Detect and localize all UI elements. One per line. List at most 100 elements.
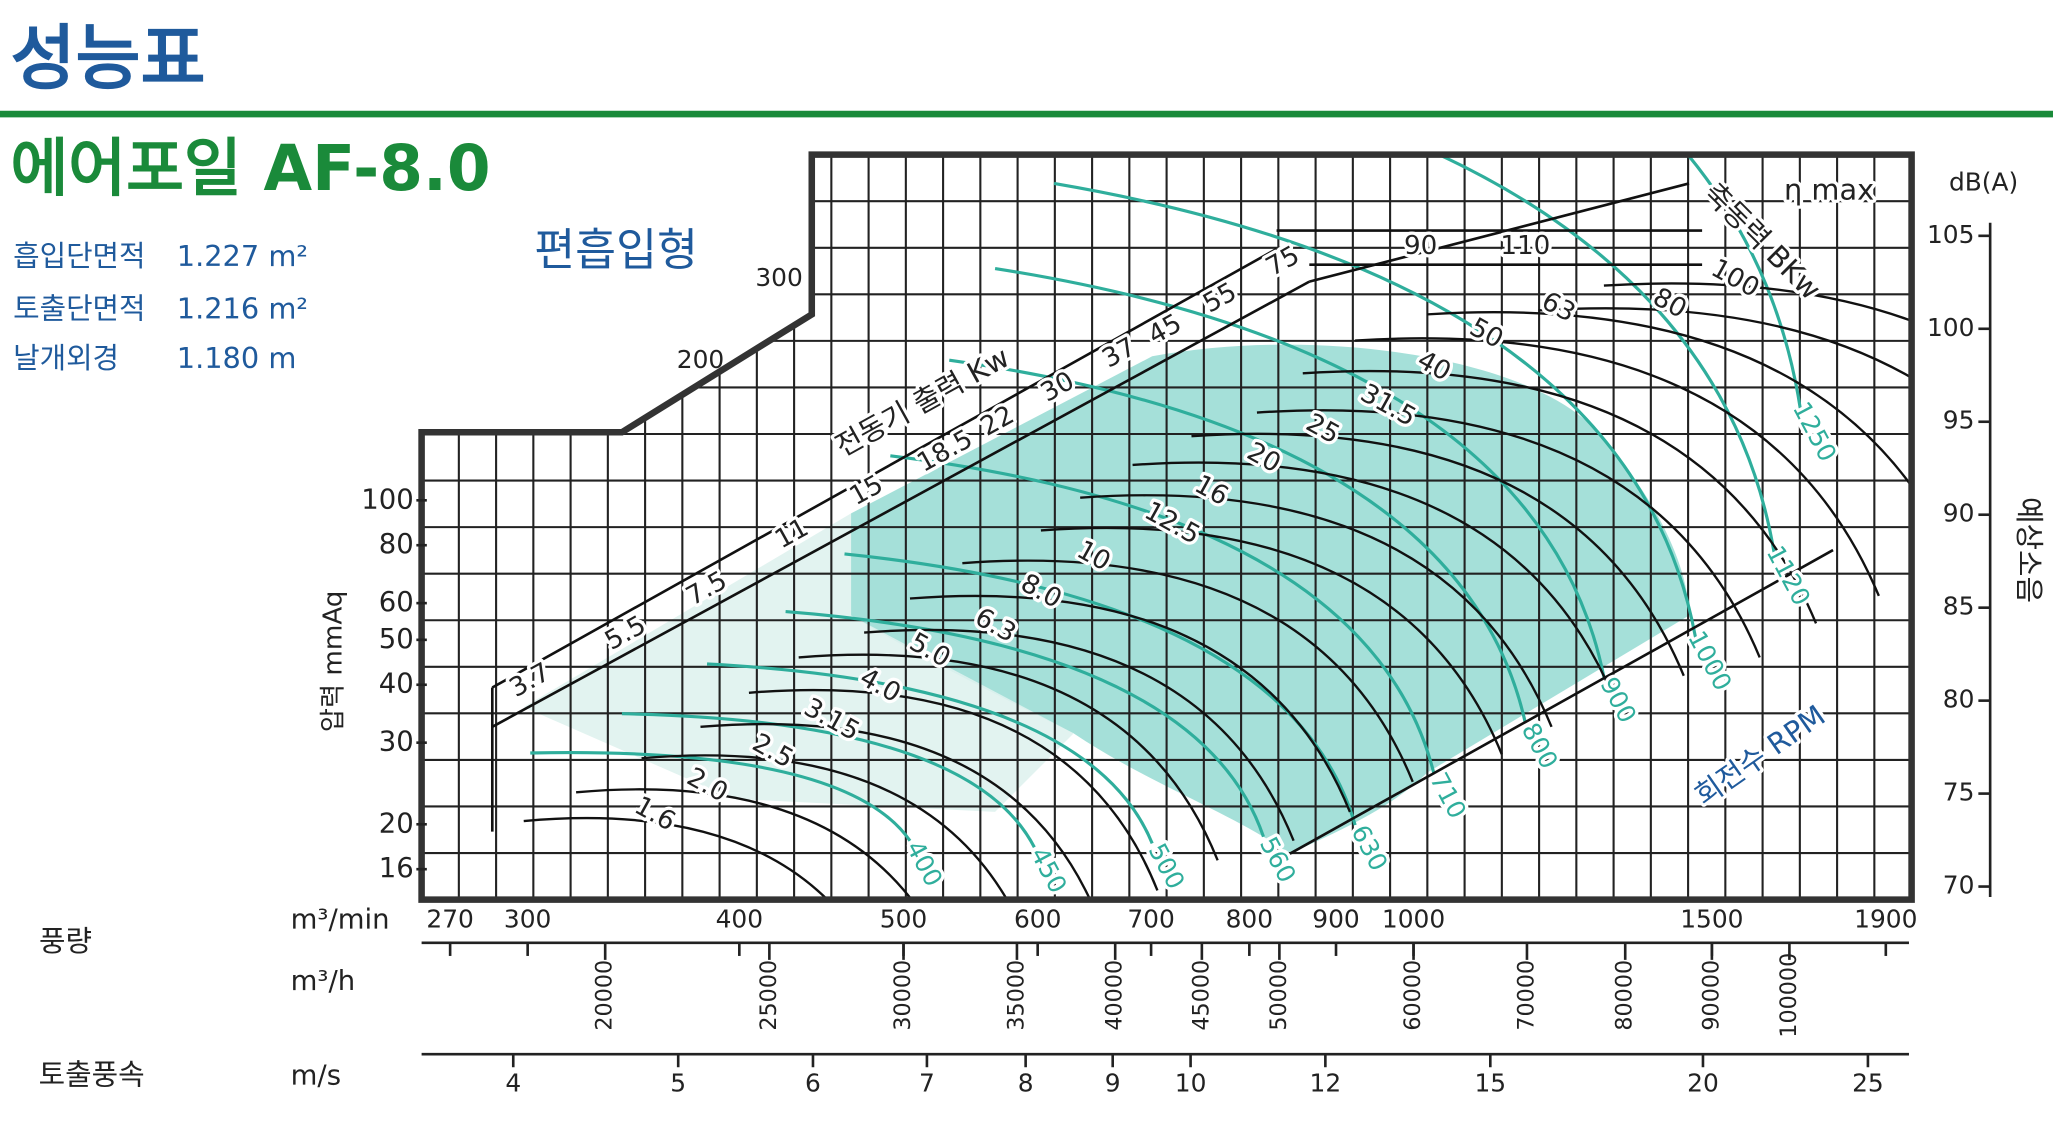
- y-tick-label: 16: [379, 852, 414, 884]
- bkw-curve: [1603, 282, 1912, 558]
- flow-hour-tick-label: 80000: [1612, 960, 1638, 1031]
- bkw-curve: [798, 653, 1219, 861]
- rpm-curve: [994, 267, 1606, 678]
- spec-label: 날개외경: [13, 341, 119, 375]
- bkw-curve: [962, 559, 1414, 783]
- flow-hour-tick-label: 70000: [1513, 960, 1539, 1031]
- velocity-axis-label: 토출풍속: [39, 1057, 145, 1091]
- noise-tick-label: 105: [1927, 220, 1974, 249]
- flow-tick-label: 700: [1127, 905, 1174, 934]
- flow-hour-unit: m³/h: [291, 965, 355, 997]
- flow-hour-tick-label: 45000: [1188, 960, 1214, 1031]
- plot-outline: [418, 151, 1915, 903]
- bkw-curve: [1302, 369, 1818, 624]
- rpm-curve: [890, 454, 1436, 774]
- noise-tick-label: 75: [1943, 778, 1975, 807]
- outline-tick-label: 200: [677, 345, 724, 374]
- bkw-curve: [575, 788, 955, 900]
- velocity-tick-label: 12: [1310, 1068, 1342, 1097]
- y-tick-label: 20: [379, 807, 414, 839]
- rpm-curve: [1099, 154, 1776, 553]
- eta-label: η max: [1784, 172, 1874, 206]
- bkw-line: [1308, 182, 1690, 283]
- bkw-curve: [1132, 461, 1616, 700]
- flow-tick-label: 900: [1312, 905, 1359, 934]
- bkw-curve: [641, 754, 1031, 900]
- rpm-label: 1120: [1761, 541, 1816, 610]
- rpm-title: 회전수 RPM: [1688, 698, 1831, 812]
- y-tick-label: 50: [379, 623, 414, 655]
- velocity-tick-label: 15: [1474, 1068, 1506, 1097]
- bkw-curve: [909, 594, 1351, 813]
- rpm-label: 500: [1143, 838, 1191, 894]
- velocity-tick-label: 7: [919, 1068, 935, 1097]
- rpm-curve: [530, 751, 912, 842]
- noise-tick-label: 95: [1943, 406, 1975, 435]
- bkw-curve: [864, 628, 1295, 842]
- noise-axis-label: 예상소음: [2012, 497, 2046, 603]
- noise-tick-label: 90: [1943, 499, 1975, 528]
- y-tick-label: 30: [379, 726, 414, 758]
- velocity-tick-label: 8: [1018, 1068, 1034, 1097]
- noise-tick-label: 80: [1943, 685, 1975, 714]
- flow-hour-tick-label: 25000: [756, 960, 782, 1031]
- rpm-curve: [706, 662, 1154, 844]
- velocity-tick-label: 10: [1175, 1068, 1207, 1097]
- bkw-curve: [1080, 494, 1553, 728]
- rpm-curve: [844, 552, 1357, 826]
- rpm-label: 1000: [1682, 626, 1737, 695]
- flow-tick-label: 600: [1014, 905, 1061, 934]
- velocity-unit: m/s: [291, 1059, 341, 1091]
- velocity-tick-label: 4: [505, 1068, 521, 1097]
- rpm-label: 400: [900, 836, 948, 892]
- rpm-curve: [1092, 154, 1802, 409]
- plot-area: [421, 154, 1912, 900]
- light-region: [523, 513, 1074, 812]
- noise-tick-label: 100: [1927, 313, 1974, 342]
- rpm-curve: [621, 712, 1036, 848]
- velocity-tick-label: 6: [805, 1068, 821, 1097]
- flow-axis-label: 풍량: [39, 924, 92, 958]
- flow-tick-label: 270: [426, 905, 473, 934]
- flow-tick-label: 500: [880, 905, 927, 934]
- y-tick-label: 40: [379, 668, 414, 700]
- rpm-curve: [949, 358, 1527, 724]
- noise-tick-label: 70: [1943, 871, 1975, 900]
- pressure-axis-label: 압력 mmAq: [318, 591, 348, 733]
- rpm-curve: [1053, 181, 1698, 639]
- flow-hour-tick-label: 60000: [1400, 960, 1426, 1031]
- flow-tick-label: 1500: [1680, 905, 1743, 934]
- spec-label: 흡입단면적: [13, 239, 145, 273]
- bkw-curve: [523, 817, 892, 900]
- flow-tick-label: 800: [1226, 905, 1273, 934]
- motor-strip: [491, 247, 1278, 689]
- spec-value: 1.180 m: [177, 341, 297, 375]
- velocity-tick-label: 5: [670, 1068, 686, 1097]
- bkw-curve: [1355, 337, 1880, 597]
- flow-hour-tick-label: 90000: [1698, 960, 1724, 1031]
- outline-tick-label: 300: [755, 263, 802, 292]
- bkw-curve: [1538, 307, 1912, 577]
- noise-unit: dB(A): [1949, 167, 2018, 196]
- flow-tick-label: 400: [716, 905, 763, 934]
- spec-label: 토출단면적: [13, 291, 145, 325]
- rpm-curve: [785, 610, 1265, 838]
- flow-hour-tick-label: 30000: [890, 960, 916, 1031]
- bkw-curve: [1427, 311, 1912, 576]
- flow-hour-tick-label: 50000: [1266, 960, 1292, 1031]
- flow-hour-tick-label: 100000: [1776, 953, 1802, 1038]
- product-type: 편흡입형: [534, 225, 698, 276]
- page-title: 성능표: [10, 17, 205, 100]
- motor-strip: [491, 280, 1310, 728]
- velocity-tick-label: 20: [1687, 1068, 1719, 1097]
- motor-label: 90: [1404, 231, 1437, 261]
- eta-line: [1289, 548, 1834, 855]
- spec-value: 1.227 m²: [177, 239, 308, 273]
- bkw-label: 1.6: [629, 791, 680, 837]
- flow-hour-tick-label: 40000: [1102, 960, 1128, 1031]
- noise-tick-label: 85: [1943, 592, 1975, 621]
- flow-tick-label: 1000: [1382, 905, 1445, 934]
- bkw-curve: [1256, 409, 1761, 658]
- bkw-curve: [1191, 432, 1685, 677]
